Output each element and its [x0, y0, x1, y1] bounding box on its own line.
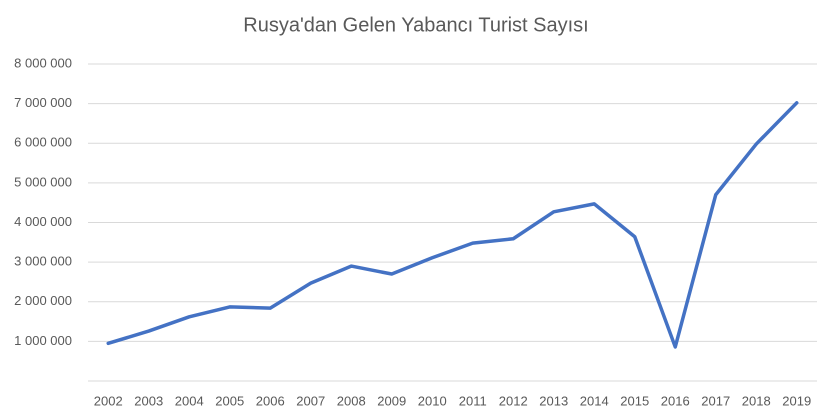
x-tick-label: 2009	[377, 393, 406, 408]
x-tick-label: 2018	[742, 393, 771, 408]
y-tick-label: 4 000 000	[14, 214, 72, 229]
y-tick-label: 5 000 000	[14, 174, 72, 189]
data-line	[106, 101, 799, 349]
y-tick-label: 2 000 000	[14, 293, 72, 308]
x-tick-label: 2017	[701, 393, 730, 408]
x-tick-label: 2013	[539, 393, 568, 408]
y-tick-label: 7 000 000	[14, 95, 72, 110]
x-tick-label: 2016	[661, 393, 690, 408]
x-tick-label: 2012	[499, 393, 528, 408]
x-tick-label: 2015	[620, 393, 649, 408]
x-tick-label: 2008	[337, 393, 366, 408]
x-tick-label: 2002	[94, 393, 123, 408]
y-tick-label: 1 000 000	[14, 333, 72, 348]
x-tick-label: 2004	[175, 393, 204, 408]
y-tick-label: 6 000 000	[14, 135, 72, 150]
x-tick-label: 2005	[215, 393, 244, 408]
y-tick-label: 8 000 000	[14, 55, 72, 70]
chart-title: Rusya'dan Gelen Yabancı Turist Sayısı	[243, 14, 589, 36]
x-tick-label: 2014	[580, 393, 609, 408]
x-tick-label: 2003	[134, 393, 163, 408]
x-tick-label: 2006	[256, 393, 285, 408]
x-tick-label: 2011	[459, 393, 487, 408]
x-tick-label: 2019	[782, 393, 811, 408]
y-tick-label: 3 000 000	[14, 254, 72, 269]
x-tick-label: 2010	[418, 393, 447, 408]
x-tick-label: 2007	[296, 393, 325, 408]
